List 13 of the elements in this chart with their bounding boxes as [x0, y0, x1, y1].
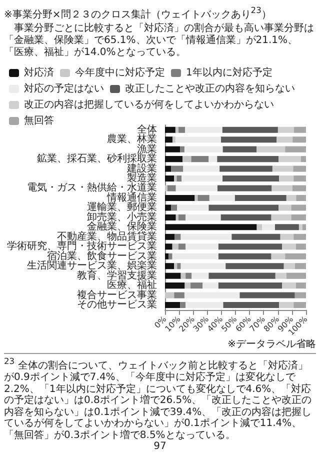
legend-label: 今年度中に対応予定 — [75, 66, 165, 79]
chart-title: ※事業分野×問２３のクロス集計（ウェイトバックあり$^{23}$） — [4, 4, 272, 22]
legend-label: 対応の予定はない — [24, 82, 104, 95]
chart-subtitle: 事業分野ごとに比較すると「対応済」の割合が最も高い事業分野は「金融業、保険業」で65.1%、次いで「情報通信業」が21.1%、「医療、福祉」が14.0%となっている。 — [4, 23, 315, 60]
text: $^{23}$ 全体の割合について、ウェイトバック前と比較すると「対応済」が0.9ポイント減で7.4%、「今年度中に対応予定」は変化なしで2.2%、「1年以内に対応予定」についても変化なしで4.6%、「対応の予定はない」は0.8ポイント増で26.5%、「改正したことや改正の内容を知らない」は0.1ポイント減で39.4%、「改正の内容は把握しているが何をしてよいかわからない」が0.1ポイント減で11.4%、「無回答」が0.3ポイント増で8.5%となっている。 — [4, 353, 316, 442]
text: ※データラベル省略 — [226, 339, 316, 352]
legend-label: 無回答 — [24, 114, 54, 127]
y-tick-label: その他サービス業 — [77, 298, 157, 311]
legend-label: 1年以内に対応予定 — [186, 66, 272, 79]
text: 97 — [152, 441, 168, 453]
legend-label: 改正したことや改正の内容を知らない — [125, 82, 295, 95]
legend-label: 改正の内容は把握しているが何をしてよいかわからない — [24, 98, 274, 111]
legend-label: 対応済 — [24, 66, 54, 79]
